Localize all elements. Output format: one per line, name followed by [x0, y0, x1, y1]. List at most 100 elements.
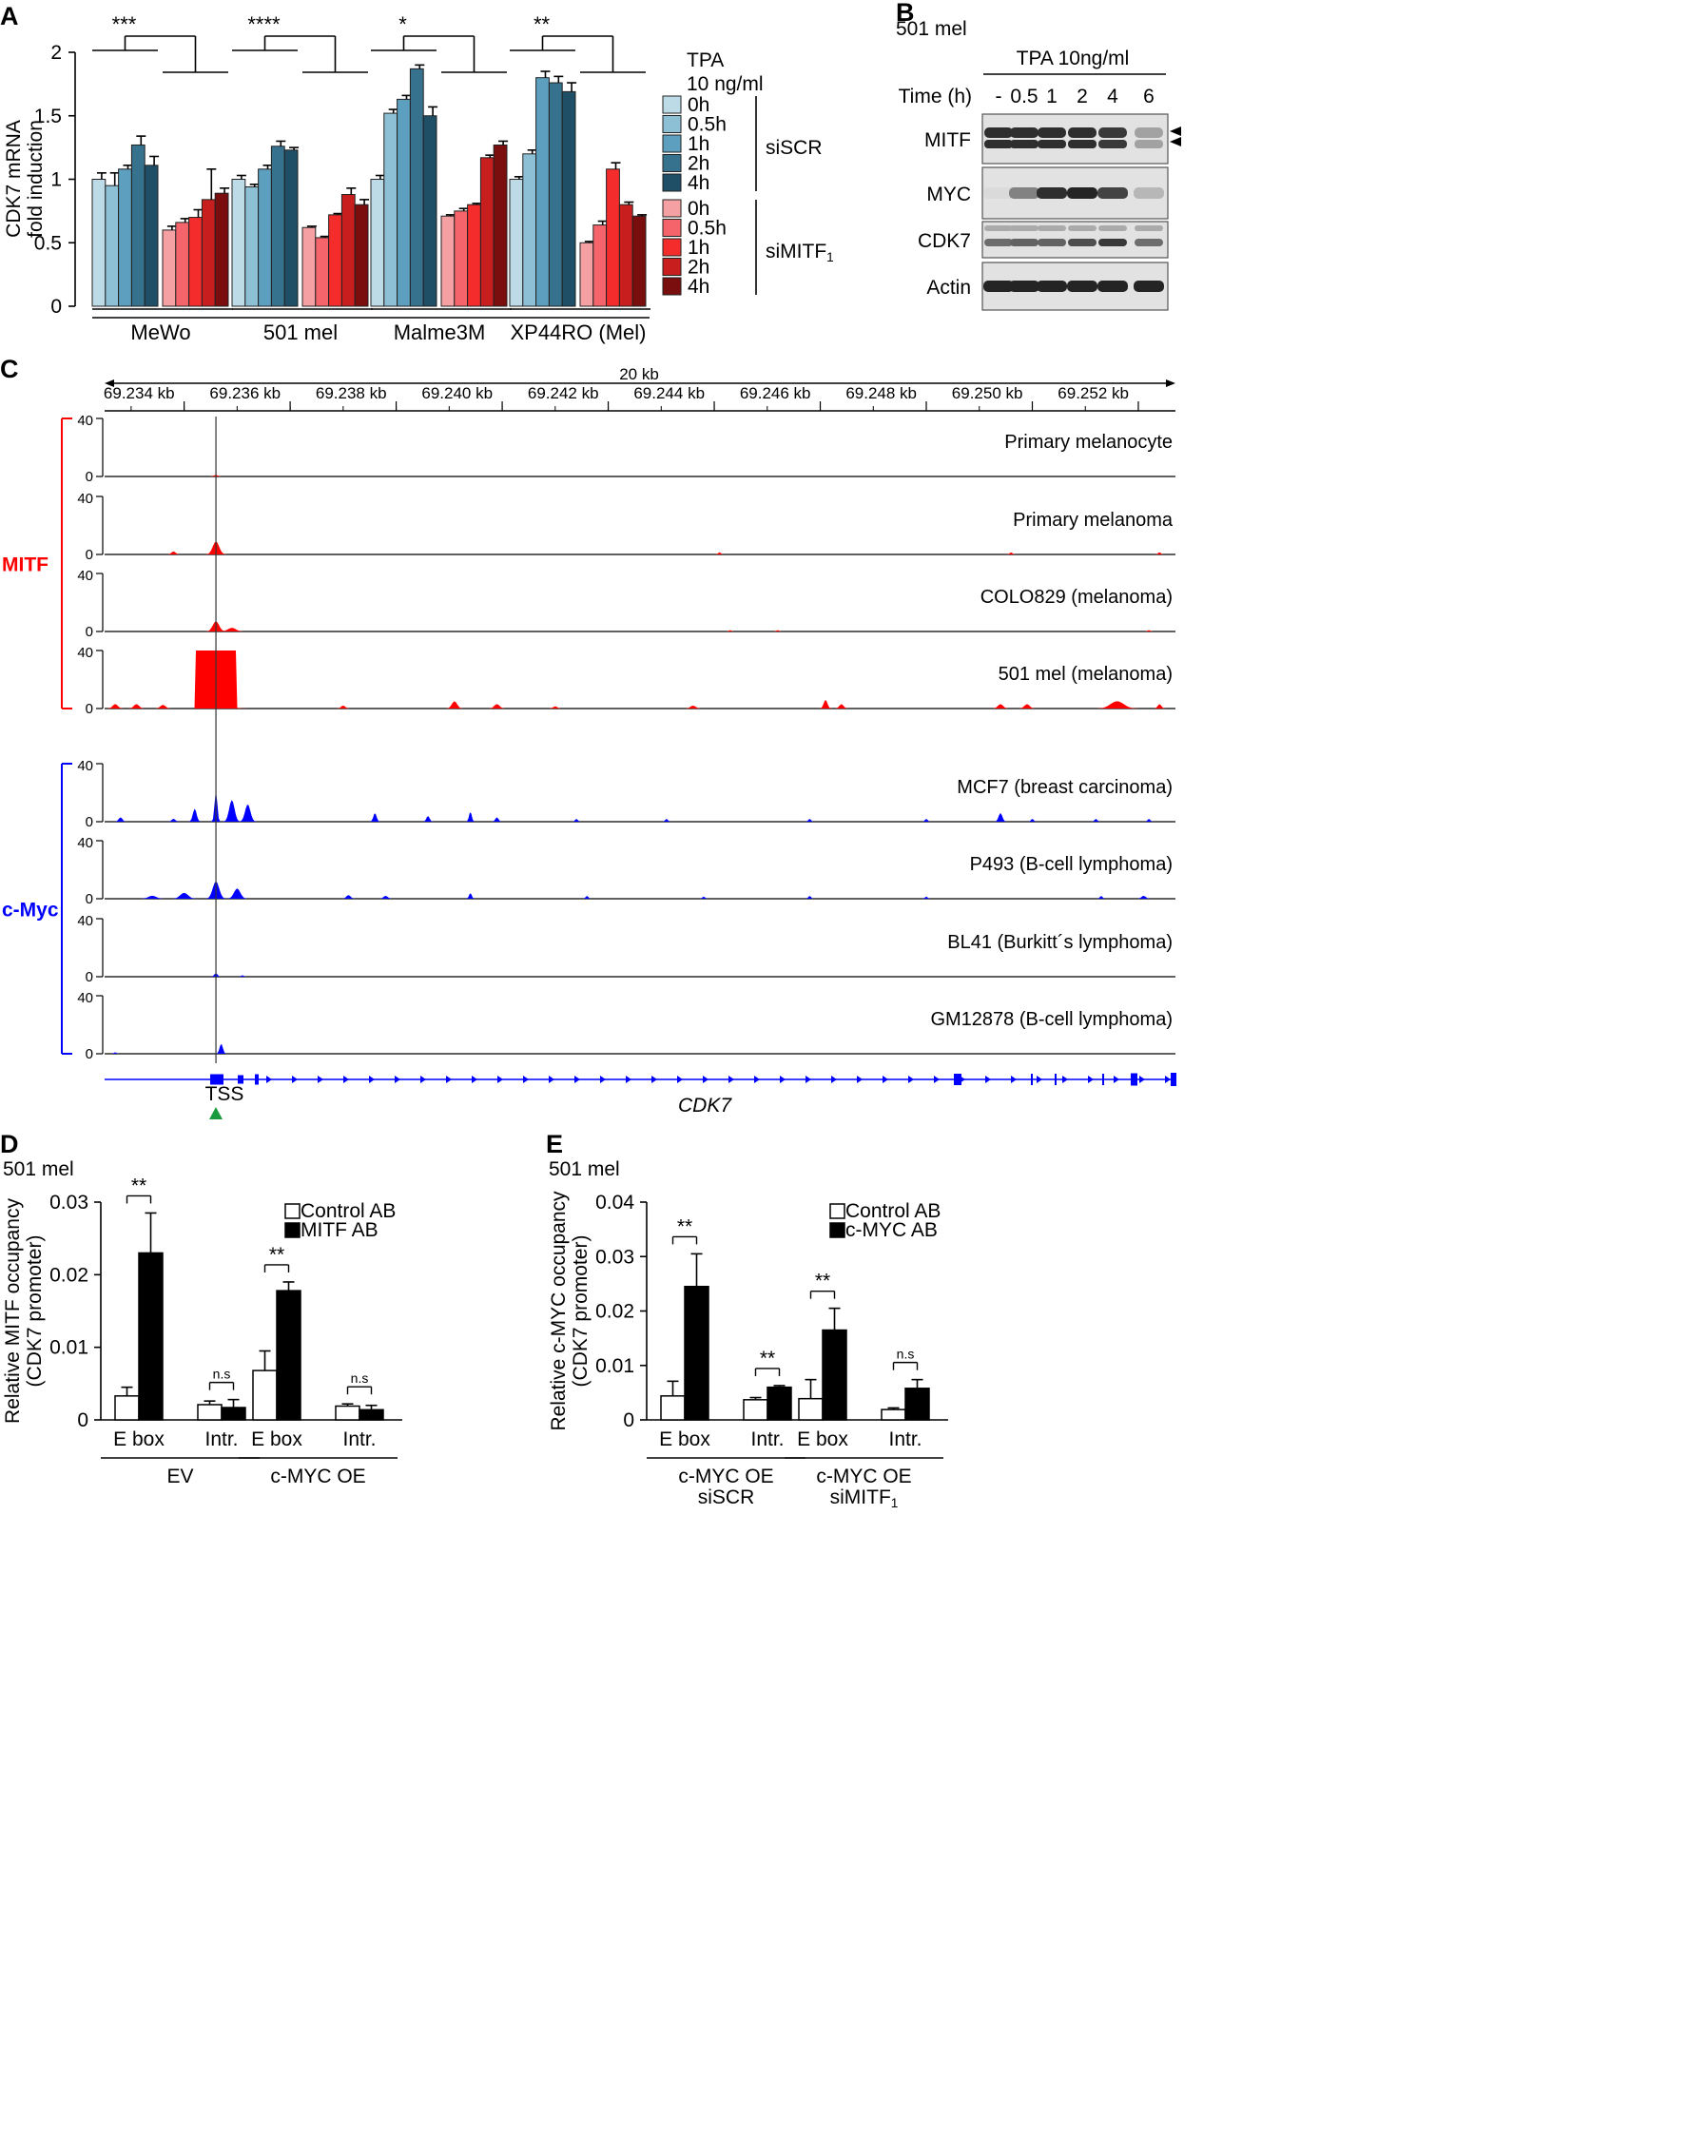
- panel-c: C 20 kb 69.234 kb 69.236 kb 69.238 kb 69.240 …: [0, 355, 1176, 1119]
- track-ymax-label: 40: [77, 568, 93, 584]
- track-ymax-label: 40: [77, 491, 93, 507]
- x-tick-label: E box: [659, 1428, 710, 1450]
- bar: [340, 194, 356, 307]
- track-ymin-label: 0: [86, 701, 93, 717]
- blot-row-label: CDK7: [918, 230, 971, 252]
- bar: [231, 179, 246, 307]
- legend-swatch: [662, 258, 682, 276]
- track-label: BL41 (Burkitt´s lymphoma): [947, 932, 1173, 953]
- significance-label: **: [760, 1348, 775, 1369]
- blot-band: [1068, 239, 1097, 246]
- lane-label: 2: [1077, 86, 1088, 107]
- blot-band: [1037, 187, 1067, 199]
- track-label: Primary melanoma: [1013, 510, 1174, 531]
- y-axis-label: Relative MITF occupancy: [2, 1198, 24, 1424]
- treatment-label: TPA 10ng/ml: [1017, 48, 1130, 69]
- bar: [270, 146, 285, 307]
- legend-swatch: [662, 115, 682, 133]
- legend-swatch: [662, 219, 682, 237]
- significance-label: **: [131, 1175, 146, 1196]
- gene-direction-icon: [446, 1076, 452, 1083]
- blot-band: [1068, 140, 1097, 148]
- bar: [175, 222, 190, 307]
- gene-direction-icon: [831, 1076, 837, 1083]
- y-tick-label: 0.5: [34, 232, 62, 254]
- gene-direction-icon: [600, 1076, 606, 1083]
- blot-band: [1134, 187, 1164, 199]
- blot-band: [1135, 239, 1163, 246]
- gene-direction-icon: [883, 1076, 888, 1083]
- blot-band: [1010, 239, 1038, 246]
- gene-direction-icon: [1088, 1076, 1094, 1083]
- legend-title: 10 ng/ml: [687, 73, 764, 95]
- gene-direction-icon: [1139, 1076, 1145, 1083]
- gene-direction-icon: [908, 1076, 914, 1083]
- y-axis-label: (CDK7 promoter): [24, 1235, 46, 1388]
- gene-direction-icon: [318, 1076, 323, 1083]
- y-tick-label: 0.01: [595, 1355, 634, 1377]
- gene-direction-icon: [703, 1076, 708, 1083]
- gene-direction-icon: [266, 1076, 272, 1083]
- gene-direction-icon: [1062, 1076, 1068, 1083]
- gene-direction-icon: [472, 1076, 477, 1083]
- x-tick-label: Intr.: [888, 1428, 922, 1450]
- bar: [144, 165, 159, 307]
- track-label: MCF7 (breast carcinoma): [957, 777, 1173, 798]
- gene-label: CDK7: [678, 1095, 732, 1117]
- gene-direction-icon: [754, 1076, 760, 1083]
- gene-exon: [1171, 1073, 1176, 1086]
- track-ymax-label: 40: [77, 990, 93, 1006]
- track-ymax-label: 40: [77, 413, 93, 429]
- legend-label: Control AB: [301, 1200, 396, 1222]
- gene-direction-icon: [780, 1076, 786, 1083]
- track-label: P493 (B-cell lymphoma): [970, 854, 1173, 875]
- track-label: GM12878 (B-cell lymphoma): [930, 1009, 1173, 1030]
- panel-label-c: C: [0, 355, 19, 383]
- arrowhead-icon: [1170, 126, 1181, 136]
- legend-swatch: [662, 134, 682, 153]
- y-tick-label: 1: [50, 169, 62, 191]
- legend-swatch: [662, 173, 682, 192]
- gene-exon: [210, 1074, 223, 1085]
- y-tick-label: 0.02: [595, 1301, 634, 1323]
- x-tick-label: Intr.: [204, 1428, 238, 1450]
- lane-label: -: [996, 86, 1002, 107]
- x-tick-label: Intr.: [342, 1428, 376, 1450]
- bar: [548, 82, 563, 307]
- bar: [258, 168, 272, 307]
- bar: [162, 229, 177, 307]
- blot-row-label: MITF: [924, 129, 971, 151]
- y-tick-label: 0.03: [595, 1246, 634, 1268]
- bar: [252, 1369, 278, 1421]
- gene-exon: [255, 1074, 259, 1085]
- blot-band: [1135, 140, 1163, 148]
- gene-direction-icon: [395, 1076, 400, 1083]
- significance-label: **: [815, 1271, 830, 1292]
- bar: [904, 1388, 930, 1421]
- group-label: c-MYC OE: [270, 1466, 365, 1487]
- blot-row-label: Actin: [926, 277, 971, 299]
- bar: [283, 149, 299, 307]
- gene-direction-icon: [1114, 1076, 1119, 1083]
- group-label-bg: [23, 893, 61, 923]
- scale-label: 20 kb: [619, 365, 659, 383]
- cell-line-label: 501 mel: [896, 18, 967, 40]
- significance-label: n.s: [213, 1367, 231, 1382]
- track-ymin-label: 0: [86, 547, 93, 563]
- track-ymin-label: 0: [86, 891, 93, 907]
- gene-direction-icon: [549, 1076, 554, 1083]
- lane-label: 0.5: [1010, 86, 1038, 107]
- significance-label: **: [677, 1215, 692, 1237]
- gene-direction-icon: [805, 1076, 811, 1083]
- time-axis-label: Time (h): [899, 86, 972, 107]
- y-axis-label: fold induction: [25, 120, 47, 238]
- legend-label: 4h: [688, 276, 709, 298]
- y-tick-label: 0.03: [49, 1192, 88, 1214]
- signal-area: [105, 541, 1175, 554]
- gene-direction-icon: [292, 1076, 298, 1083]
- bar: [138, 1252, 164, 1421]
- group-label: XP44RO (Mel): [510, 320, 646, 344]
- gene-direction-icon: [985, 1076, 991, 1083]
